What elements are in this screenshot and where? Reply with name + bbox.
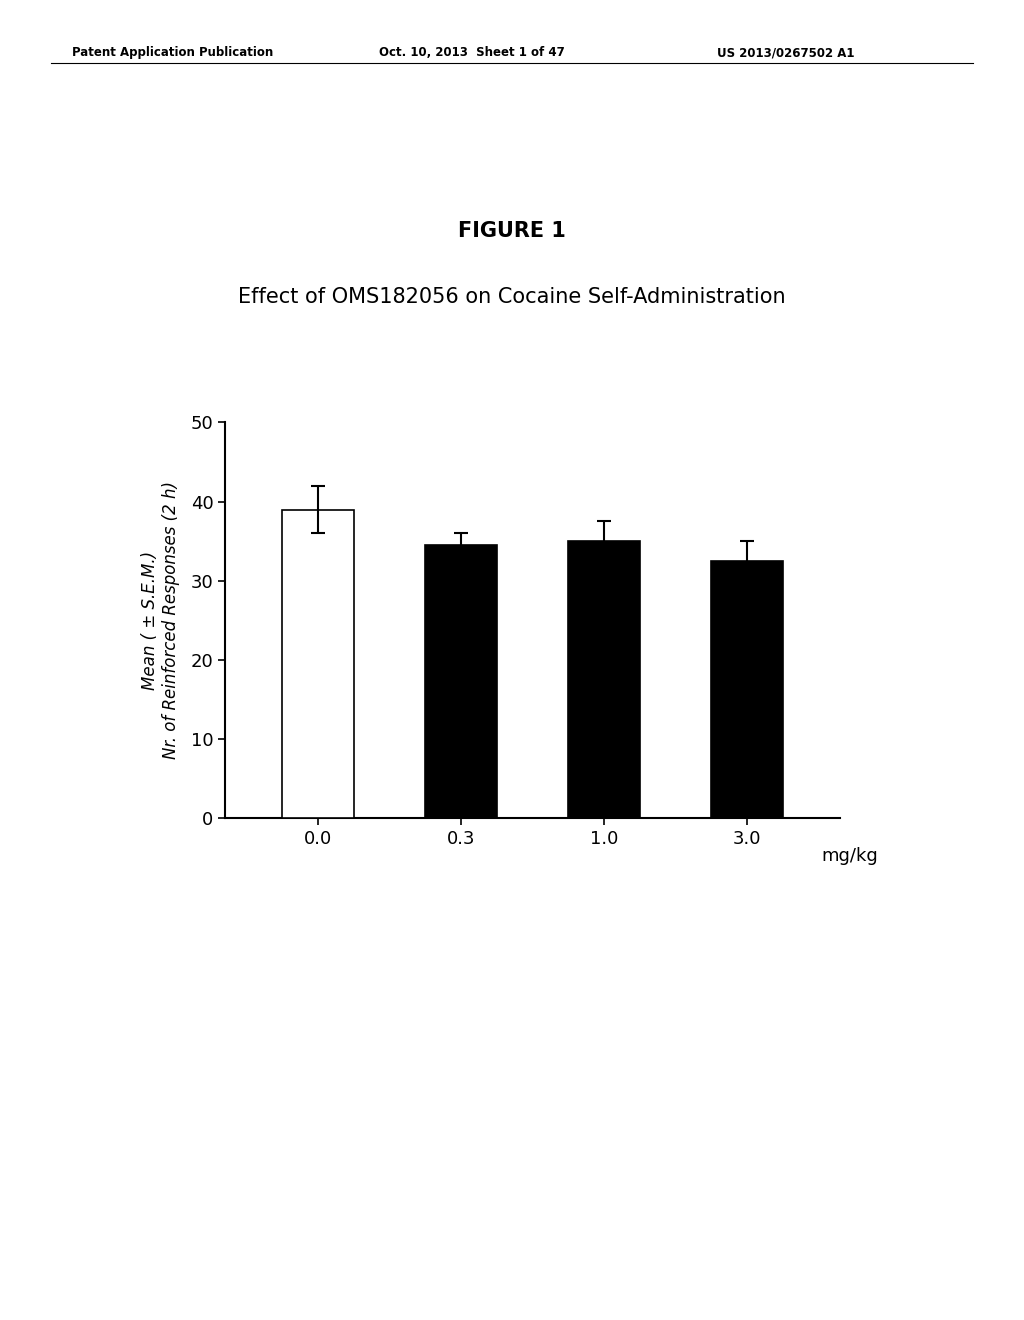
Text: mg/kg: mg/kg — [821, 847, 878, 865]
Bar — [425, 545, 497, 818]
Text: Patent Application Publication: Patent Application Publication — [72, 46, 273, 59]
Bar — [568, 541, 640, 818]
Bar — [711, 561, 782, 818]
Text: FIGURE 1: FIGURE 1 — [458, 220, 566, 242]
Text: Effect of OMS182056 on Cocaine Self-Administration: Effect of OMS182056 on Cocaine Self-Admi… — [239, 286, 785, 308]
Text: Oct. 10, 2013  Sheet 1 of 47: Oct. 10, 2013 Sheet 1 of 47 — [379, 46, 564, 59]
Text: US 2013/0267502 A1: US 2013/0267502 A1 — [717, 46, 854, 59]
Y-axis label: Mean ( ± S.E.M.)
Nr. of Reinforced Responses (2 h): Mean ( ± S.E.M.) Nr. of Reinforced Respo… — [141, 482, 179, 759]
Bar — [283, 510, 354, 818]
